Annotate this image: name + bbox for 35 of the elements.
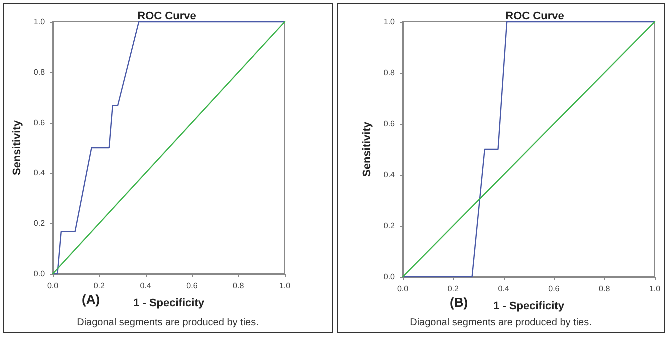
x-tick-label: 0.4: [498, 284, 510, 294]
text: Diagonal segments are produced by ties.: [77, 318, 259, 328]
text: (A): [82, 292, 100, 307]
y-tick-label: 0.4: [384, 170, 396, 180]
x-tick-label: 0.4: [140, 282, 152, 290]
x-axis-title: 1 - Specificity: [134, 298, 206, 310]
x-tick-label: 0.8: [233, 282, 245, 290]
x-tick-label: 0.6: [186, 282, 198, 290]
y-axis-title: Sensitivity: [361, 121, 374, 178]
x-tick-label: 0.2: [448, 284, 460, 294]
x-tick-label: 1.0: [279, 282, 292, 290]
y-tick-label: 0.8: [384, 68, 396, 78]
y-axis-title: Sensitivity: [12, 120, 24, 176]
y-tick-label: 0.4: [34, 168, 46, 178]
y-tick-label: 0.8: [34, 68, 46, 77]
x-tick-label: 0.0: [397, 284, 410, 294]
y-tick-label: 0.6: [384, 120, 396, 128]
x-tick-label: 0.2: [94, 282, 106, 290]
y-tick-label: 1.0: [34, 18, 46, 26]
text: Diagonal segments are produced by ties.: [410, 318, 592, 328]
y-tick-label: 1.0: [384, 18, 396, 26]
chart-title: ROC Curve: [506, 10, 564, 22]
y-tick-label: 0.2: [384, 222, 396, 230]
y-tick-label: 0.2: [34, 219, 46, 228]
text: (B): [450, 295, 468, 310]
y-tick-label: 0.0: [34, 270, 46, 278]
y-tick-label: 0.6: [34, 118, 46, 128]
x-tick-label: 0.0: [47, 282, 60, 290]
x-tick-label: 0.8: [599, 284, 611, 294]
y-tick-label: 0.0: [384, 272, 396, 282]
x-tick-label: 0.6: [548, 284, 560, 294]
line-series: [52, 21, 286, 275]
x-tick-label: 1.0: [649, 284, 662, 294]
chart-title: ROC Curve: [138, 10, 196, 22]
x-axis-title: 1 - Specificity: [494, 300, 566, 312]
